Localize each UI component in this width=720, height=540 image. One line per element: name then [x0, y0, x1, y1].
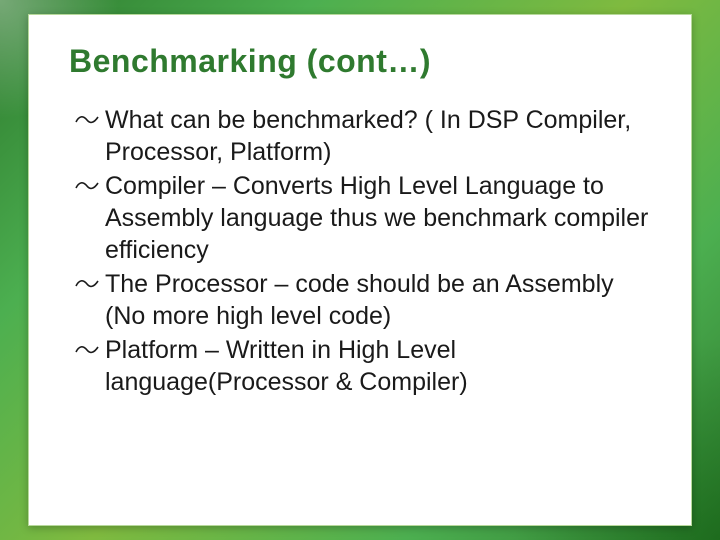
list-item: Platform – Written in High Level languag… [75, 334, 651, 398]
bullet-list: What can be benchmarked? ( In DSP Compil… [69, 104, 651, 398]
scribble-bullet-icon [75, 340, 99, 358]
bullet-text: Compiler – Converts High Level Language … [105, 172, 648, 264]
scribble-bullet-icon [75, 274, 99, 292]
list-item: What can be benchmarked? ( In DSP Compil… [75, 104, 651, 168]
list-item: The Processor – code should be an Assemb… [75, 268, 651, 332]
scribble-bullet-icon [75, 176, 99, 194]
slide-title: Benchmarking (cont…) [69, 43, 651, 80]
scribble-bullet-icon [75, 110, 99, 128]
bullet-text: What can be benchmarked? ( In DSP Compil… [105, 106, 631, 166]
list-item: Compiler – Converts High Level Language … [75, 170, 651, 266]
slide-content-frame: Benchmarking (cont…) What can be benchma… [28, 14, 692, 526]
bullet-text: The Processor – code should be an Assemb… [105, 270, 614, 330]
bullet-text: Platform – Written in High Level languag… [105, 336, 468, 396]
